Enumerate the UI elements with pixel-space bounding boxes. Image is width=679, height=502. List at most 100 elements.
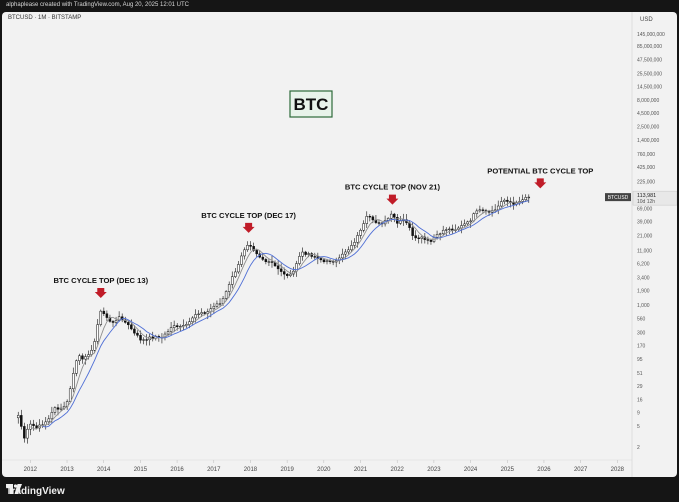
candle-body xyxy=(365,216,369,224)
y-tick-label: 760,000 xyxy=(637,152,655,158)
candle-body xyxy=(237,264,240,273)
y-tick-label: 425,000 xyxy=(637,165,655,171)
candle-body xyxy=(429,240,433,242)
candle-body xyxy=(435,234,439,238)
cycle-top-label: BTC CYCLE TOP (DEC 13) xyxy=(53,276,148,285)
candle-body xyxy=(460,225,463,229)
candle-body xyxy=(243,249,246,257)
y-tick-label: 51 xyxy=(637,371,643,377)
candle-body xyxy=(463,223,466,226)
chart-panel[interactable]: BTCUSD · 1M · BITSTAMP BTC BTC CYCLE TOP … xyxy=(2,12,677,477)
candle-body xyxy=(35,425,38,429)
last-price-value: 113,981 xyxy=(637,193,656,199)
symbol-title: BTCUSD · 1M · BITSTAMP xyxy=(8,15,82,21)
cycle-top-arrow-icon xyxy=(386,194,399,205)
candle-body xyxy=(50,412,54,420)
candle-body xyxy=(16,415,20,419)
candle-body xyxy=(53,407,57,413)
tradingview-logo-icon xyxy=(6,484,22,494)
candle-body xyxy=(227,284,231,292)
y-tick-label: 1,400,000 xyxy=(637,138,659,144)
x-tick-label: 2026 xyxy=(537,467,551,473)
y-tick-label: 2 xyxy=(637,445,640,451)
cycle-top-arrow-icon xyxy=(94,288,107,299)
x-tick-label: 2017 xyxy=(207,467,221,473)
candle-body xyxy=(20,415,23,427)
candle-body xyxy=(255,250,258,255)
candle-body xyxy=(111,321,115,323)
y-tick-label: 9 xyxy=(637,411,640,417)
candle-body xyxy=(448,228,451,231)
y-tick-label: 145,000,000 xyxy=(637,32,665,38)
symbol-tag-box xyxy=(605,193,631,202)
candle-body xyxy=(506,199,509,202)
candle-body xyxy=(527,196,531,199)
y-tick-label: 25,500,000 xyxy=(637,72,662,78)
y-tick-label: 4,500,000 xyxy=(637,111,659,117)
candle-body xyxy=(267,261,271,263)
candle-body xyxy=(298,256,301,264)
candle-body xyxy=(353,242,356,246)
ma-fast-line xyxy=(30,199,529,430)
candle-body xyxy=(276,265,280,270)
y-tick-label: 69,000 xyxy=(637,207,653,213)
candle-body xyxy=(169,327,173,332)
candle-body xyxy=(105,313,109,318)
y-tick-label: 300 xyxy=(637,331,646,337)
y-tick-label: 1,000 xyxy=(637,303,650,309)
candle-body xyxy=(23,426,26,439)
x-tick-label: 2021 xyxy=(354,467,368,473)
candle-body xyxy=(313,256,317,258)
candle-body xyxy=(359,229,362,236)
candle-body xyxy=(90,350,93,355)
candle-body xyxy=(270,261,274,263)
candle-body xyxy=(389,213,393,219)
last-price-box xyxy=(632,190,677,206)
candle-body xyxy=(282,271,286,275)
candle-body xyxy=(84,356,87,360)
candle-body xyxy=(62,406,66,409)
x-tick-label: 2022 xyxy=(391,467,405,473)
candle-body xyxy=(224,291,228,299)
tradingview-footer[interactable]: TradingView xyxy=(6,484,65,498)
candle-body xyxy=(377,222,381,224)
cycle-top-arrow-icon xyxy=(242,222,255,233)
ma-slow-line xyxy=(42,200,529,428)
y-tick-label: 560 xyxy=(637,316,646,322)
candle-body xyxy=(304,251,307,255)
y-tick-label: 6,200 xyxy=(637,262,650,268)
candle-body xyxy=(500,201,503,207)
candle-body xyxy=(47,418,51,423)
x-tick-label: 2028 xyxy=(611,467,625,473)
candle-body xyxy=(417,237,420,239)
candle-body xyxy=(72,373,75,389)
x-tick-label: 2018 xyxy=(244,467,258,473)
cycle-top-arrow-icon xyxy=(534,178,547,189)
x-tick-label: 2027 xyxy=(574,467,588,473)
candle-body xyxy=(246,245,249,251)
btc-log-chart[interactable]: BTC BTC CYCLE TOP (DEC 13) BTC CYCLE TOP (… xyxy=(2,12,677,477)
y-tick-label: 2,500,000 xyxy=(637,125,659,131)
y-tick-label: 16 xyxy=(637,398,643,404)
x-tick-label: 2012 xyxy=(24,467,38,473)
candle-body xyxy=(478,209,482,212)
candle-body xyxy=(234,271,237,277)
y-tick-label: 11,000 xyxy=(637,248,652,254)
candle-body xyxy=(130,324,133,330)
candle-body xyxy=(466,221,469,225)
candle-body xyxy=(325,260,329,263)
y-tick-label: 8,000,000 xyxy=(637,98,659,104)
candle-body xyxy=(301,251,304,257)
candle-body xyxy=(252,246,255,251)
x-tick-label: 2013 xyxy=(60,467,74,473)
candle-body xyxy=(261,256,265,260)
y-tick-label: 95 xyxy=(637,357,643,363)
candle-body xyxy=(56,407,60,410)
candle-body xyxy=(411,227,414,236)
candle-body xyxy=(145,339,148,341)
candle-body xyxy=(32,423,35,426)
candle-body xyxy=(96,324,99,342)
candle-body xyxy=(29,423,32,430)
cycle-top-label: BTC CYCLE TOP (NOV 21) xyxy=(345,183,441,192)
candle-body xyxy=(78,355,81,362)
